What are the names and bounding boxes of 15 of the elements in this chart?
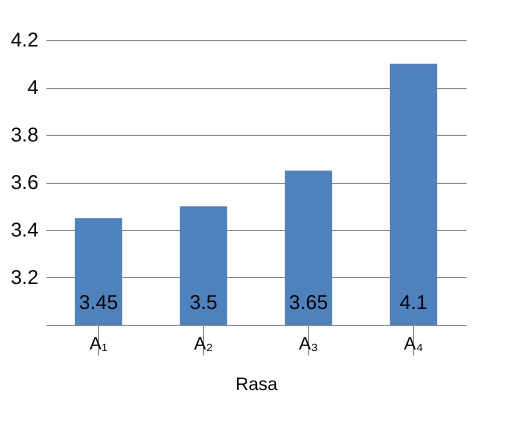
y-tick-label: 3.4 xyxy=(10,220,38,242)
x-tick-label: A₃ xyxy=(298,334,318,354)
y-tick-label: 4.2 xyxy=(10,30,38,52)
y-tick-label: 3.2 xyxy=(10,267,38,289)
data-label: 3.5 xyxy=(190,292,218,314)
x-tick-label: A₄ xyxy=(404,334,424,354)
y-tick-label: 4 xyxy=(27,77,38,99)
data-label: 3.45 xyxy=(79,292,118,314)
x-tick-label: A₁ xyxy=(89,334,108,354)
data-label: 3.65 xyxy=(289,292,328,314)
y-tick-label: 3.8 xyxy=(10,124,38,146)
data-label: 4.1 xyxy=(400,292,428,314)
y-tick-label: 3.6 xyxy=(10,172,38,194)
x-tick-label: A₂ xyxy=(194,334,214,354)
x-axis-title: Rasa xyxy=(235,374,278,394)
